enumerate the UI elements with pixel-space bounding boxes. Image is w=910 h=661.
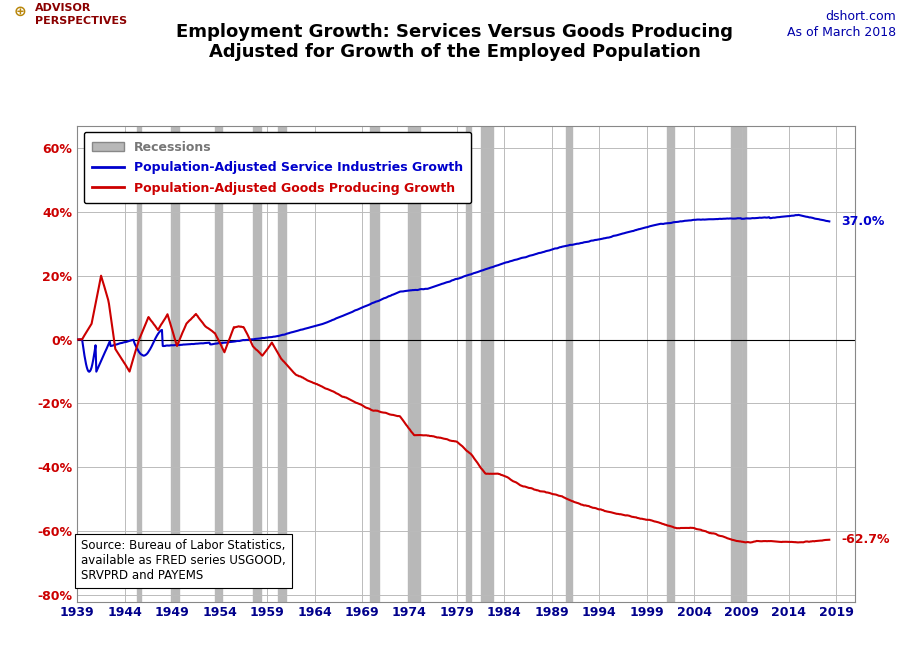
Text: Employment Growth: Services Versus Goods Producing: Employment Growth: Services Versus Goods… — [177, 23, 733, 41]
Text: -62.7%: -62.7% — [841, 533, 890, 547]
Bar — [667, 126, 673, 602]
Bar — [369, 126, 379, 602]
Bar — [408, 126, 420, 602]
Bar — [732, 126, 746, 602]
Text: As of March 2018: As of March 2018 — [787, 26, 896, 40]
Text: ⊕: ⊕ — [14, 3, 26, 19]
Bar — [170, 126, 178, 602]
Text: Adjusted for Growth of the Employed Population: Adjusted for Growth of the Employed Popu… — [209, 43, 701, 61]
Text: Source: Bureau of Labor Statistics,
available as FRED series USGOOD,
SRVPRD and : Source: Bureau of Labor Statistics, avai… — [81, 539, 286, 582]
Bar — [278, 126, 286, 602]
Text: 37.0%: 37.0% — [841, 215, 885, 228]
Text: ADVISOR
PERSPECTIVES: ADVISOR PERSPECTIVES — [35, 3, 126, 26]
Bar — [480, 126, 493, 602]
Bar — [466, 126, 471, 602]
Bar — [215, 126, 222, 602]
Bar — [136, 126, 141, 602]
Bar — [253, 126, 261, 602]
Legend: Recessions, Population-Adjusted Service Industries Growth, Population-Adjusted G: Recessions, Population-Adjusted Service … — [84, 132, 471, 204]
Text: dshort.com: dshort.com — [825, 10, 896, 23]
Bar — [566, 126, 571, 602]
